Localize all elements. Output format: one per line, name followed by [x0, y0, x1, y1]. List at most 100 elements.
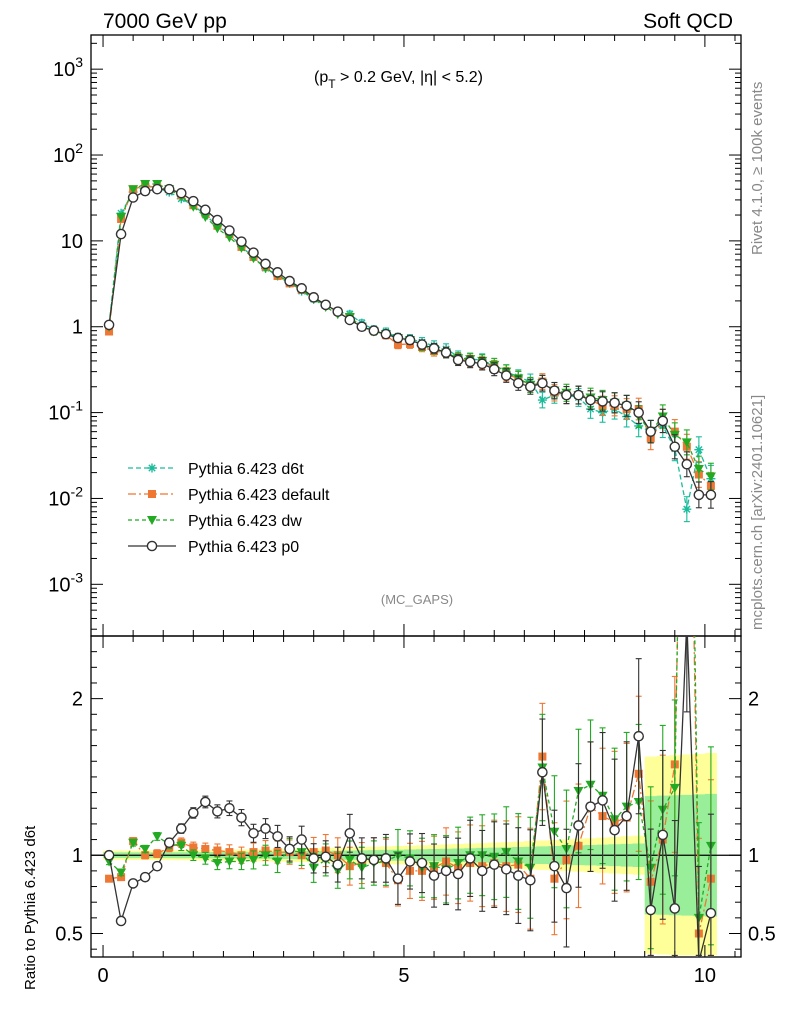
marker-p0 [224, 802, 235, 814]
marker-p0 [416, 339, 428, 350]
y-tick-label: 10 [61, 231, 83, 253]
marker-p0 [705, 489, 717, 501]
marker-p0 [188, 195, 199, 207]
marker-dw [260, 851, 271, 861]
marker-p0 [440, 865, 452, 877]
cut-label: (pT > 0.2 GeV, |η| < 5.2) [314, 69, 483, 91]
marker-p0 [103, 849, 115, 861]
marker-dw [128, 838, 139, 848]
marker-p0 [669, 903, 681, 914]
marker-p0 [127, 192, 139, 203]
marker-p0 [452, 868, 464, 880]
marker-p0 [260, 258, 271, 270]
marker-p0 [139, 185, 151, 197]
y-tick-base: 10 [48, 403, 70, 425]
marker-p0 [585, 394, 596, 406]
marker-p0 [356, 321, 368, 333]
marker-p0 [224, 225, 235, 236]
y-tick-base: 10 [53, 59, 75, 81]
marker-p0 [272, 831, 283, 842]
marker-dw [224, 233, 235, 243]
marker-dw [176, 841, 187, 851]
marker-p0 [476, 865, 488, 877]
marker-p0 [356, 853, 368, 864]
marker-p0 [525, 381, 536, 393]
marker-p0 [561, 882, 572, 894]
y-tick-label: 10-2 [48, 483, 83, 510]
marker-p0 [585, 801, 596, 812]
cut-label-pre: (p [314, 69, 328, 86]
y-tick-exp: 3 [75, 54, 83, 70]
marker-p0 [693, 489, 705, 501]
marker-p0 [368, 854, 380, 866]
series-p0 [103, 183, 717, 509]
marker-dw [705, 472, 716, 482]
y-tick-base: 10 [48, 574, 70, 596]
marker-dw [128, 185, 139, 195]
marker-p0 [476, 358, 488, 370]
marker-p0 [296, 834, 307, 845]
cut-label-post: > 0.2 GeV, |η| < 5.2) [336, 69, 483, 86]
marker-p0 [332, 306, 344, 317]
marker-p0 [175, 187, 187, 199]
marker-p0 [163, 837, 175, 848]
y-tick-label: 103 [53, 54, 83, 81]
legend-label-dw: Pythia 6.423 dw [188, 513, 302, 530]
ratio-y-tick-label-right: 1 [748, 845, 759, 867]
marker-default [189, 843, 198, 852]
marker-p0 [139, 871, 151, 883]
marker-p0 [669, 441, 681, 453]
marker-p0 [260, 823, 271, 834]
cut-label-sub: T [328, 77, 336, 91]
marker-p0 [609, 824, 620, 836]
y-tick-exp: -1 [71, 398, 84, 414]
marker-p0 [308, 853, 319, 864]
y-tick-label: 102 [53, 140, 83, 167]
x-tick-label: 0 [97, 965, 108, 987]
y-tick-exp: 2 [75, 140, 83, 156]
left-title: 7000 GeV pp [103, 10, 227, 33]
marker-d6t [147, 463, 157, 473]
marker-dw [152, 832, 163, 842]
marker-dw [188, 851, 199, 861]
marker-dw [693, 465, 704, 475]
marker-p0 [127, 878, 139, 889]
marker-p0 [272, 267, 283, 278]
marker-dw [200, 212, 211, 222]
legend-label-default: Pythia 6.423 default [188, 487, 330, 504]
marker-p0 [633, 407, 644, 418]
marker-p0 [236, 236, 247, 247]
marker-p0 [248, 827, 259, 839]
marker-p0 [609, 397, 620, 409]
marker-p0 [513, 870, 524, 881]
marker-p0 [597, 396, 608, 407]
marker-p0 [537, 377, 548, 389]
marker-p0 [500, 370, 512, 381]
marker-p0 [549, 860, 560, 872]
marker-dw [236, 857, 247, 867]
marker-dw [147, 516, 157, 525]
marker-default [201, 844, 210, 853]
marker-d6t [694, 445, 704, 455]
marker-default [148, 490, 156, 498]
ratio-y-tick-label-right: 0.5 [748, 924, 776, 946]
series-p0 [103, 636, 717, 957]
marker-dw [140, 844, 151, 854]
series-line-p0 [108, 636, 712, 957]
legend: Pythia 6.423 d6t Pythia 6.423 default Pyth… [128, 461, 330, 556]
marker-default [213, 846, 222, 855]
marker-p0 [573, 389, 584, 401]
y-tick-exp: -2 [71, 483, 84, 499]
marker-p0 [380, 328, 392, 340]
marker-p0 [657, 415, 669, 427]
series-line-dw [108, 183, 712, 478]
marker-p0 [657, 829, 669, 841]
marker-default [153, 849, 162, 858]
marker-p0 [368, 325, 380, 336]
marker-dw [669, 783, 680, 793]
legend-label-p0: Pythia 6.423 p0 [188, 539, 299, 556]
marker-p0 [452, 354, 464, 366]
legend-label-d6t: Pythia 6.423 d6t [188, 461, 304, 478]
marker-p0 [188, 807, 199, 819]
